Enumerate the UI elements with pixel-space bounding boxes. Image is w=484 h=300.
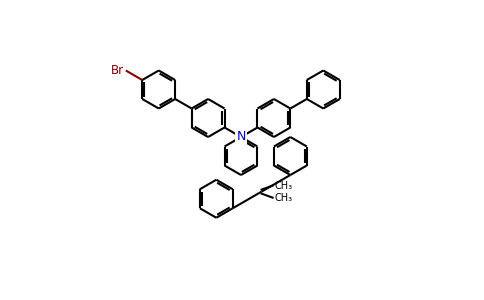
Text: CH₃: CH₃ (274, 193, 293, 202)
Text: Br: Br (111, 64, 124, 77)
Text: N: N (236, 130, 246, 143)
Text: CH₃: CH₃ (274, 181, 293, 190)
